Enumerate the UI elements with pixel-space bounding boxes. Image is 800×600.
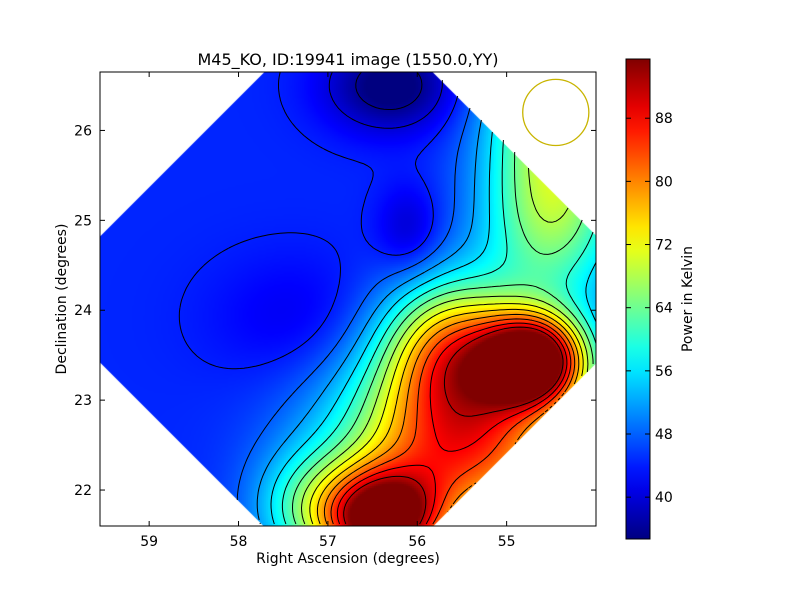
colorbar-tick-label: 80	[655, 174, 673, 190]
x-tick-label: 57	[319, 534, 337, 550]
colorbar-tick-label: 48	[655, 427, 673, 443]
y-axis-label: Declination (degrees)	[54, 224, 70, 375]
beam-circle-marker	[522, 78, 590, 147]
colorbar-tick-label: 40	[655, 490, 673, 506]
x-tick-label: 56	[408, 534, 426, 550]
heatmap-area	[100, 72, 596, 526]
plot-frame	[99, 71, 597, 527]
y-axis: 22 23 24 25 26	[74, 123, 596, 499]
contour-line	[336, 322, 568, 525]
contour-line	[292, 151, 594, 525]
contour-line	[270, 131, 596, 525]
contour-line	[256, 119, 482, 525]
colorbar-tick-label: 88	[655, 111, 673, 127]
y-tick-label: 22	[74, 483, 92, 499]
x-tick-label: 59	[140, 534, 158, 550]
x-tick-label: 58	[230, 534, 248, 550]
contour-line	[328, 72, 443, 129]
contour-line	[281, 139, 596, 525]
contour-line	[316, 308, 580, 525]
x-tick-label: 55	[498, 534, 516, 550]
contour-line	[178, 72, 459, 370]
contour-line	[323, 313, 576, 525]
contour-line	[309, 303, 584, 525]
y-tick-label: 26	[74, 123, 92, 139]
colorbar-tick-label: 56	[655, 364, 673, 380]
contour-line	[355, 72, 423, 110]
contour-lines	[178, 72, 596, 525]
colorbar-label: Power in Kelvin	[680, 246, 696, 352]
colorbar-tick-label: 64	[655, 301, 673, 317]
contour-line	[301, 167, 589, 525]
chart-title: M45_KO, ID:19941 image (1550.0,YY)	[198, 50, 499, 70]
contour-line	[330, 318, 572, 525]
colorbar-ticks: 40 48 56 64 72 80 88	[626, 111, 673, 506]
contour-line	[343, 326, 564, 525]
y-tick-label: 24	[74, 303, 92, 319]
contour-line	[236, 107, 471, 501]
colorbar-tick-label: 72	[655, 238, 673, 254]
y-tick-label: 23	[74, 393, 92, 409]
y-tick-label: 25	[74, 213, 92, 229]
colorbar	[625, 58, 651, 540]
x-axis: 59 58 57 56 55	[140, 72, 516, 550]
heatmap-image	[100, 72, 596, 526]
x-axis-label: Right Ascension (degrees)	[256, 551, 440, 567]
